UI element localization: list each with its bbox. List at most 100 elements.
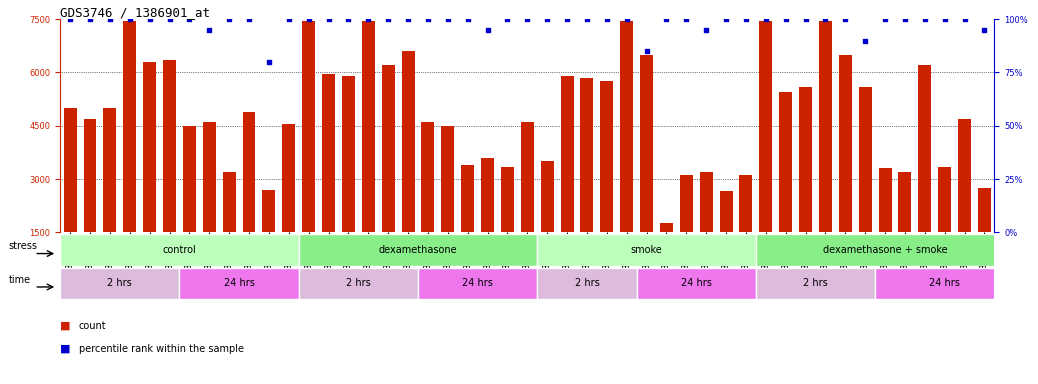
Text: 24 hrs: 24 hrs xyxy=(223,278,254,288)
Point xyxy=(300,16,317,22)
Bar xyxy=(640,55,653,232)
Bar xyxy=(760,21,772,232)
Text: 2 hrs: 2 hrs xyxy=(803,278,828,288)
Bar xyxy=(63,108,77,232)
Bar xyxy=(780,92,792,232)
Text: control: control xyxy=(163,245,196,255)
Bar xyxy=(561,76,574,232)
Point xyxy=(758,16,774,22)
Text: dexamethasone + smoke: dexamethasone + smoke xyxy=(823,245,948,255)
Point xyxy=(161,16,177,22)
Point xyxy=(261,59,277,65)
Bar xyxy=(621,21,633,232)
Bar xyxy=(299,234,538,266)
Text: count: count xyxy=(79,321,107,331)
Text: ■: ■ xyxy=(60,344,71,354)
Point xyxy=(976,27,992,33)
Bar xyxy=(263,190,275,232)
Point xyxy=(519,16,536,22)
Point xyxy=(102,16,118,22)
Bar xyxy=(756,268,875,299)
Point xyxy=(936,16,953,22)
Bar xyxy=(402,51,414,232)
Bar xyxy=(799,87,812,232)
Point xyxy=(419,16,436,22)
Text: 24 hrs: 24 hrs xyxy=(929,278,960,288)
Point xyxy=(777,16,794,22)
Bar xyxy=(302,21,316,232)
Bar xyxy=(521,122,534,232)
Bar xyxy=(819,21,831,232)
Point xyxy=(201,27,218,33)
Text: time: time xyxy=(8,275,30,285)
Point xyxy=(917,16,933,22)
Bar xyxy=(875,268,1014,299)
Point xyxy=(360,16,377,22)
Point xyxy=(717,16,734,22)
Point xyxy=(678,16,694,22)
Bar xyxy=(418,268,538,299)
Bar xyxy=(202,122,216,232)
Bar xyxy=(421,122,434,232)
Point xyxy=(181,16,197,22)
Point xyxy=(837,16,853,22)
Bar xyxy=(958,119,972,232)
Bar xyxy=(636,268,756,299)
Bar xyxy=(501,167,514,232)
Point xyxy=(340,16,357,22)
Bar xyxy=(223,172,236,232)
Bar xyxy=(660,223,673,232)
Point xyxy=(877,16,894,22)
Point xyxy=(121,16,138,22)
Point xyxy=(280,16,297,22)
Bar xyxy=(899,172,911,232)
Bar xyxy=(481,158,494,232)
Text: percentile rank within the sample: percentile rank within the sample xyxy=(79,344,244,354)
Bar xyxy=(719,192,733,232)
Bar xyxy=(322,74,335,232)
Text: 24 hrs: 24 hrs xyxy=(681,278,712,288)
Point xyxy=(897,16,913,22)
Bar xyxy=(243,112,255,232)
Text: 2 hrs: 2 hrs xyxy=(575,278,599,288)
Bar xyxy=(878,169,892,232)
Point xyxy=(400,16,416,22)
Bar xyxy=(580,78,594,232)
Bar xyxy=(978,188,991,232)
Point xyxy=(221,16,238,22)
Bar xyxy=(282,124,295,232)
Point xyxy=(241,16,257,22)
Bar xyxy=(938,167,951,232)
Bar xyxy=(362,21,375,232)
Bar xyxy=(919,65,931,232)
Bar xyxy=(839,55,852,232)
Bar xyxy=(60,268,180,299)
Text: ■: ■ xyxy=(60,321,71,331)
Bar xyxy=(600,81,613,232)
Bar xyxy=(441,126,455,232)
Bar xyxy=(739,175,753,232)
Point xyxy=(578,16,595,22)
Point xyxy=(499,16,516,22)
Bar xyxy=(538,268,636,299)
Bar xyxy=(680,175,692,232)
Bar xyxy=(756,234,1014,266)
Text: smoke: smoke xyxy=(631,245,662,255)
Point xyxy=(558,16,575,22)
Bar xyxy=(858,87,872,232)
Point xyxy=(480,27,496,33)
Bar xyxy=(538,234,756,266)
Point xyxy=(460,16,476,22)
Point xyxy=(638,48,655,54)
Point xyxy=(539,16,555,22)
Text: dexamethasone: dexamethasone xyxy=(379,245,458,255)
Point xyxy=(599,16,616,22)
Point xyxy=(857,38,874,44)
Text: GDS3746 / 1386901_at: GDS3746 / 1386901_at xyxy=(60,6,211,19)
Bar xyxy=(461,165,474,232)
Bar xyxy=(700,172,713,232)
Point xyxy=(321,16,337,22)
Point xyxy=(439,16,456,22)
Bar xyxy=(124,21,136,232)
Point xyxy=(698,27,714,33)
